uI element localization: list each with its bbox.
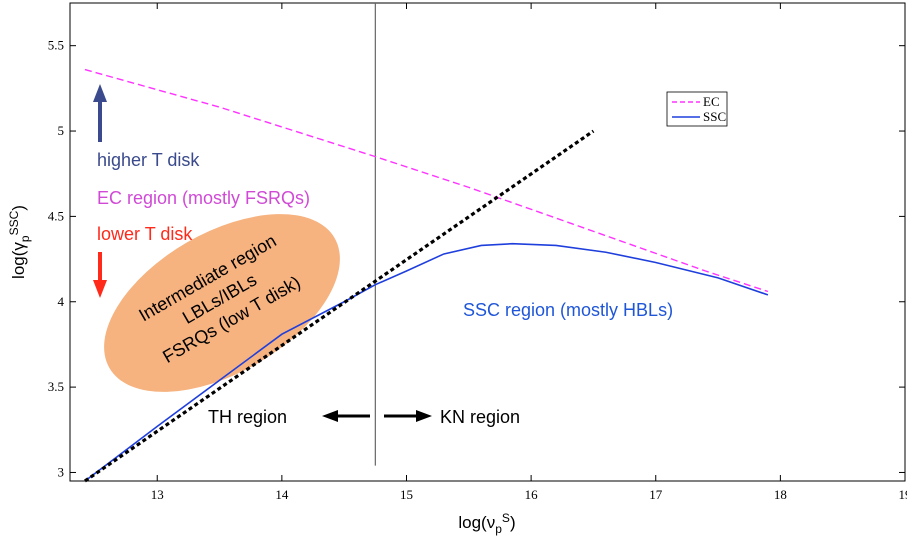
up-arrow [93, 84, 107, 142]
th-region-label: TH region [208, 407, 287, 427]
x-axis-title: log(νpS) [458, 511, 515, 536]
down-arrow [93, 252, 107, 298]
x-tick-label: 15 [400, 487, 413, 502]
y-tick-label: 4 [58, 294, 65, 309]
x-tick-label: 18 [774, 487, 787, 502]
ec-line [84, 68, 769, 293]
left-arrow [322, 410, 370, 422]
y-tick-label: 4.5 [48, 208, 64, 223]
ec-region-label: EC region (mostly FSRQs) [97, 188, 310, 208]
x-tick-label: 14 [275, 487, 289, 502]
y-tick-label: 3.5 [48, 379, 64, 394]
right-arrow [384, 410, 432, 422]
x-tick-label: 16 [525, 487, 539, 502]
x-tick-label: 13 [151, 487, 164, 502]
y-tick-label: 5.5 [48, 38, 64, 53]
ssc-region-label: SSC region (mostly HBLs) [463, 300, 673, 320]
y-axis-title: log(γpSSC) [7, 205, 32, 279]
higher-t-disk-label: higher T disk [97, 150, 200, 170]
legend-ssc-label: SSC [703, 109, 726, 124]
x-tick-label: 17 [649, 487, 663, 502]
ssc-line [84, 242, 769, 482]
kn-region-label: KN region [440, 407, 520, 427]
series-layer [84, 3, 769, 483]
tick-group: 13 14 15 16 17 18 19 3 3.5 4 4.5 5 5.5 [48, 3, 907, 502]
lower-t-disk-label: lower T disk [97, 224, 193, 244]
intermediate-region-ellipse [104, 214, 340, 392]
y-tick-label: 3 [58, 464, 65, 479]
dotted-reference-line [84, 129, 595, 483]
plot-frame [69, 2, 906, 482]
legend: EC SSC [666, 91, 728, 127]
x-tick-label: 19 [899, 487, 907, 502]
legend-box [666, 91, 728, 127]
y-tick-label: 5 [58, 123, 65, 138]
legend-ec-label: EC [703, 94, 720, 109]
